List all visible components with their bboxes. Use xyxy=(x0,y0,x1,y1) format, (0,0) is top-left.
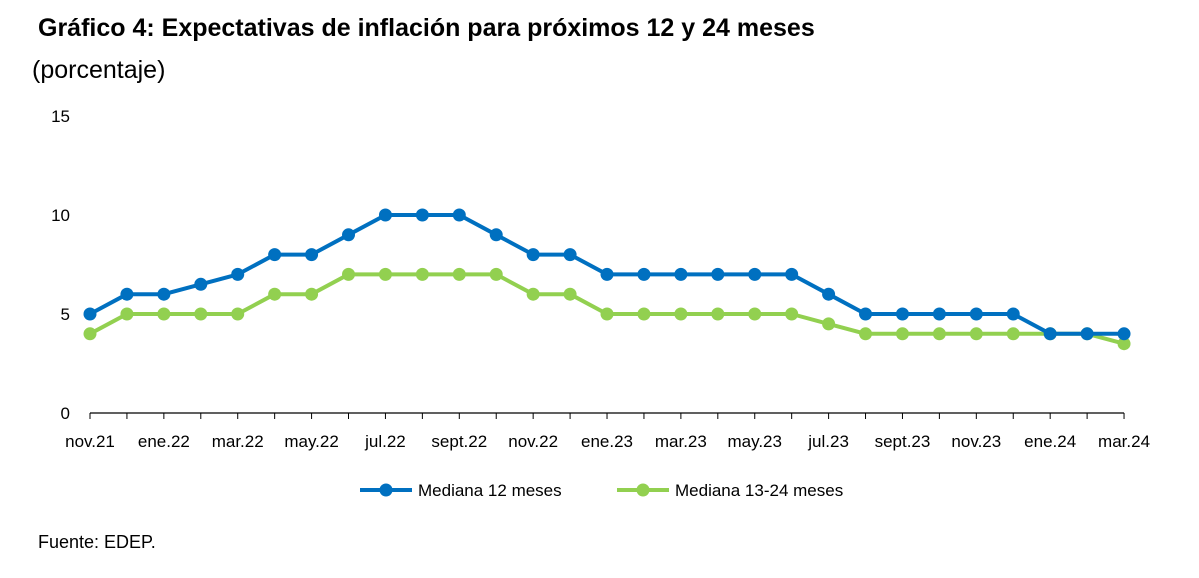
y-tick-label: 15 xyxy=(51,107,70,126)
data-point xyxy=(785,267,799,281)
data-point xyxy=(859,307,873,321)
x-tick-label: mar.22 xyxy=(212,432,264,451)
y-tick-label: 5 xyxy=(61,305,70,324)
data-point xyxy=(231,307,245,321)
data-point xyxy=(342,228,356,242)
data-point xyxy=(194,307,208,321)
x-tick-label: mar.24 xyxy=(1098,432,1150,451)
x-tick-label: ene.23 xyxy=(581,432,633,451)
x-tick-label: may.22 xyxy=(284,432,339,451)
chart-subtitle: (porcentaje) xyxy=(32,56,166,84)
data-point xyxy=(452,208,466,222)
data-point xyxy=(342,267,356,281)
legend-label: Mediana 13-24 meses xyxy=(675,481,843,500)
data-point xyxy=(268,287,282,301)
data-point xyxy=(1117,327,1131,341)
data-point xyxy=(600,307,614,321)
x-tick-label: ene.24 xyxy=(1024,432,1076,451)
chart-title: Gráfico 4: Expectativas de inflación par… xyxy=(38,14,815,42)
data-point xyxy=(489,228,503,242)
y-tick-label: 0 xyxy=(61,404,70,423)
data-point xyxy=(157,287,171,301)
x-tick-label: may.23 xyxy=(727,432,782,451)
data-point xyxy=(637,307,651,321)
data-point xyxy=(563,248,577,262)
data-point xyxy=(600,267,614,281)
data-point xyxy=(268,248,282,262)
data-point xyxy=(305,248,319,262)
data-point xyxy=(637,267,651,281)
data-point xyxy=(83,307,97,321)
data-point xyxy=(415,267,429,281)
legend-marker xyxy=(636,483,650,497)
data-point xyxy=(1006,307,1020,321)
data-point xyxy=(932,327,946,341)
data-point xyxy=(859,327,873,341)
x-tick-label: nov.23 xyxy=(951,432,1001,451)
data-point xyxy=(157,307,171,321)
data-point xyxy=(83,327,97,341)
x-tick-label: sept.22 xyxy=(431,432,487,451)
data-point xyxy=(969,327,983,341)
data-point xyxy=(526,248,540,262)
data-point xyxy=(120,307,134,321)
data-point xyxy=(822,317,836,331)
data-point xyxy=(969,307,983,321)
data-point xyxy=(378,267,392,281)
data-point xyxy=(415,208,429,222)
data-point xyxy=(1080,327,1094,341)
x-tick-label: nov.22 xyxy=(508,432,558,451)
x-tick-label: jul.23 xyxy=(807,432,849,451)
data-point xyxy=(674,267,688,281)
y-tick-label: 10 xyxy=(51,206,70,225)
data-point xyxy=(1006,327,1020,341)
data-point xyxy=(895,307,909,321)
source-note: Fuente: EDEP. xyxy=(38,532,156,552)
data-point xyxy=(895,327,909,341)
data-point xyxy=(305,287,319,301)
data-point xyxy=(378,208,392,222)
x-tick-label: mar.23 xyxy=(655,432,707,451)
x-tick-label: jul.22 xyxy=(364,432,406,451)
data-point xyxy=(674,307,688,321)
data-point xyxy=(526,287,540,301)
data-point xyxy=(711,307,725,321)
data-point xyxy=(1043,327,1057,341)
x-tick-label: sept.23 xyxy=(875,432,931,451)
x-tick-label: ene.22 xyxy=(138,432,190,451)
data-point xyxy=(563,287,577,301)
data-point xyxy=(932,307,946,321)
data-point xyxy=(822,287,836,301)
data-point xyxy=(120,287,134,301)
data-point xyxy=(1117,337,1131,351)
data-point xyxy=(748,307,762,321)
x-tick-label: nov.21 xyxy=(65,432,115,451)
data-point xyxy=(748,267,762,281)
data-point xyxy=(489,267,503,281)
data-point xyxy=(785,307,799,321)
legend-marker xyxy=(379,483,393,497)
data-point xyxy=(194,277,208,291)
data-point xyxy=(711,267,725,281)
data-point xyxy=(452,267,466,281)
data-point xyxy=(231,267,245,281)
legend-label: Mediana 12 meses xyxy=(418,481,562,500)
